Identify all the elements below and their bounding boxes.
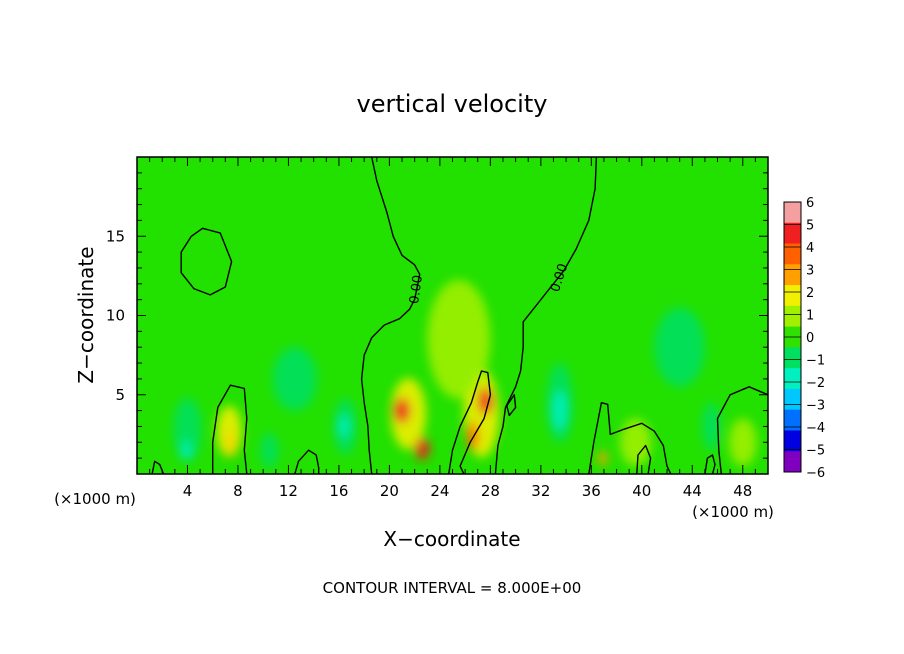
zero-contour — [294, 449, 320, 474]
velocity-cell — [216, 405, 242, 457]
zero-contour — [151, 460, 165, 474]
x-tick-label: 4 — [183, 482, 193, 500]
zero-contour — [180, 227, 233, 296]
colorbar-label: −4 — [806, 421, 825, 436]
x-tick-label: 20 — [380, 482, 399, 500]
x-tick-label: 28 — [481, 482, 500, 500]
colorbar-label: −3 — [806, 399, 825, 414]
colorbar-swatch — [784, 285, 801, 307]
zero-contour — [494, 157, 598, 474]
x-tick-label: 40 — [632, 482, 651, 500]
zero-contour — [704, 454, 716, 474]
y-tick-label: 10 — [106, 307, 125, 325]
velocity-cell — [173, 397, 202, 462]
velocity-cell — [181, 440, 192, 460]
velocity-cell — [477, 387, 493, 415]
colorbar-swatch — [784, 264, 801, 286]
velocity-cell — [427, 279, 491, 399]
plot-area — [137, 157, 768, 474]
velocity-cell — [552, 390, 568, 431]
colorbar-label: 6 — [806, 196, 814, 211]
y-tick-label: 15 — [106, 227, 125, 245]
velocity-cell — [272, 347, 317, 411]
x-tick-label: 16 — [329, 482, 348, 500]
colorbar-label: 3 — [806, 264, 814, 279]
x-axis-label: X−coordinate — [383, 527, 520, 551]
velocity-cell — [728, 418, 757, 467]
y-axis: 5 10 15 — [106, 172, 768, 459]
colorbar-swatch — [784, 347, 801, 369]
zero-contour — [212, 384, 248, 474]
x-unit-left: (×1000 m) — [54, 490, 136, 508]
colorbar-swatch — [784, 222, 801, 245]
colorbar-swatch — [784, 409, 801, 431]
colorbar-label: 0 — [806, 331, 814, 346]
x-tick-label: 24 — [430, 482, 449, 500]
x-tick-label: 8 — [233, 482, 243, 500]
y-tick-label: 5 — [115, 386, 125, 404]
zero-contour — [636, 444, 652, 474]
velocity-cell — [393, 397, 411, 424]
x-unit-right: (×1000 m) — [692, 503, 774, 521]
velocity-field — [173, 279, 757, 468]
contour-lines — [151, 157, 768, 474]
colorbar-swatch — [784, 451, 801, 473]
colorbar-label: 1 — [806, 309, 814, 324]
colorbar-swatch — [784, 305, 801, 328]
x-tick-label: 36 — [582, 482, 601, 500]
x-tick-label: 12 — [279, 482, 298, 500]
colorbar-label: 5 — [806, 219, 814, 234]
colorbar-swatch — [784, 430, 801, 452]
zero-contour — [716, 386, 768, 474]
velocity-cell — [597, 451, 608, 466]
contour-label: 0.00 — [407, 274, 426, 305]
y-axis-label: Z−coordinate — [74, 246, 98, 383]
velocity-cell — [414, 437, 430, 460]
velocity-cell — [260, 432, 279, 468]
contour-interval-note: CONTOUR INTERVAL = 8.000E+00 — [323, 579, 582, 597]
x-axis: 4 8 12 16 20 24 28 32 36 40 44 48 — [149, 157, 756, 500]
x-tick-label: 48 — [733, 482, 752, 500]
colorbar-swatch — [784, 388, 801, 411]
chart-title: vertical velocity — [357, 90, 548, 118]
colorbar-label: −6 — [806, 466, 825, 481]
colorbar-swatch — [784, 202, 801, 224]
zero-contour — [588, 402, 672, 474]
velocity-cell — [619, 418, 652, 467]
velocity-cell — [338, 415, 350, 438]
colorbar-label: −5 — [806, 444, 825, 459]
colorbar-label: 4 — [806, 241, 814, 256]
zero-contour — [506, 394, 517, 417]
velocity-cell — [654, 307, 705, 387]
zero-contour — [360, 157, 421, 474]
colorbar-swatch — [784, 368, 801, 390]
colorbar: 6 5 4 3 2 1 0 −1 −2 −3 −4 −5 −6 — [783, 196, 825, 481]
colorbar-label: 2 — [806, 286, 814, 301]
zero-contour — [448, 370, 492, 474]
colorbar-label: −1 — [806, 354, 825, 369]
x-tick-label: 44 — [683, 482, 702, 500]
x-tick-label: 32 — [531, 482, 550, 500]
colorbar-swatch — [784, 243, 801, 265]
colorbar-label: −2 — [806, 376, 825, 391]
velocity-cell — [702, 402, 721, 451]
